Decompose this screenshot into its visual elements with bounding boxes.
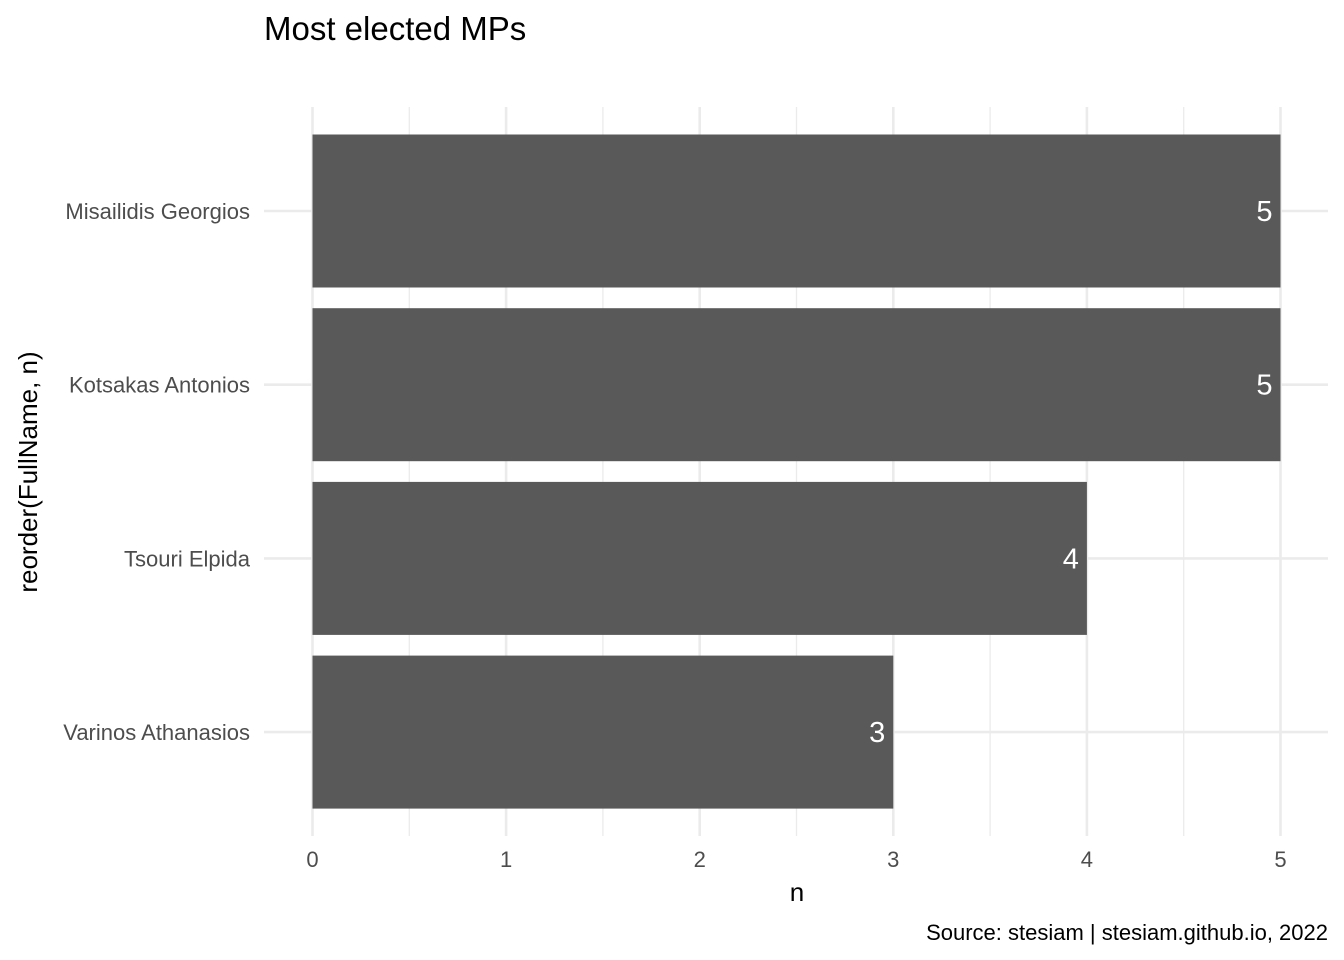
chart-title: Most elected MPs [264,10,526,47]
bar [312,134,1281,288]
y-tick-label: Tsouri Elpida [124,546,251,571]
data-label-layer: 5 5 4 3 [869,196,1272,749]
x-axis-title: n [790,877,804,907]
x-tick-label: 1 [500,847,512,872]
x-tick-label: 3 [887,847,899,872]
x-tick-label: 2 [694,847,706,872]
y-tick-label: Varinos Athanasios [63,720,250,745]
bar [312,481,1087,635]
bar [312,308,1281,462]
y-axis-ticks: Misailidis Georgios Kotsakas Antonios Tsou… [63,199,250,745]
bar-value-label: 5 [1256,370,1272,402]
chart-caption: Source: stesiam | stesiam.github.io, 202… [926,920,1328,945]
y-tick-label: Kotsakas Antonios [69,373,250,398]
bar-layer [312,134,1281,809]
y-axis-title: reorder(FullName, n) [13,351,43,592]
bar-value-label: 5 [1256,196,1272,228]
x-tick-label: 0 [306,847,318,872]
x-tick-label: 5 [1274,847,1286,872]
x-axis-ticks: 0 1 2 3 4 5 [306,847,1286,872]
x-tick-label: 4 [1081,847,1093,872]
bar-value-label: 3 [869,717,885,749]
y-tick-label: Misailidis Georgios [65,199,250,224]
bar [312,655,894,809]
bar-value-label: 4 [1063,543,1079,575]
